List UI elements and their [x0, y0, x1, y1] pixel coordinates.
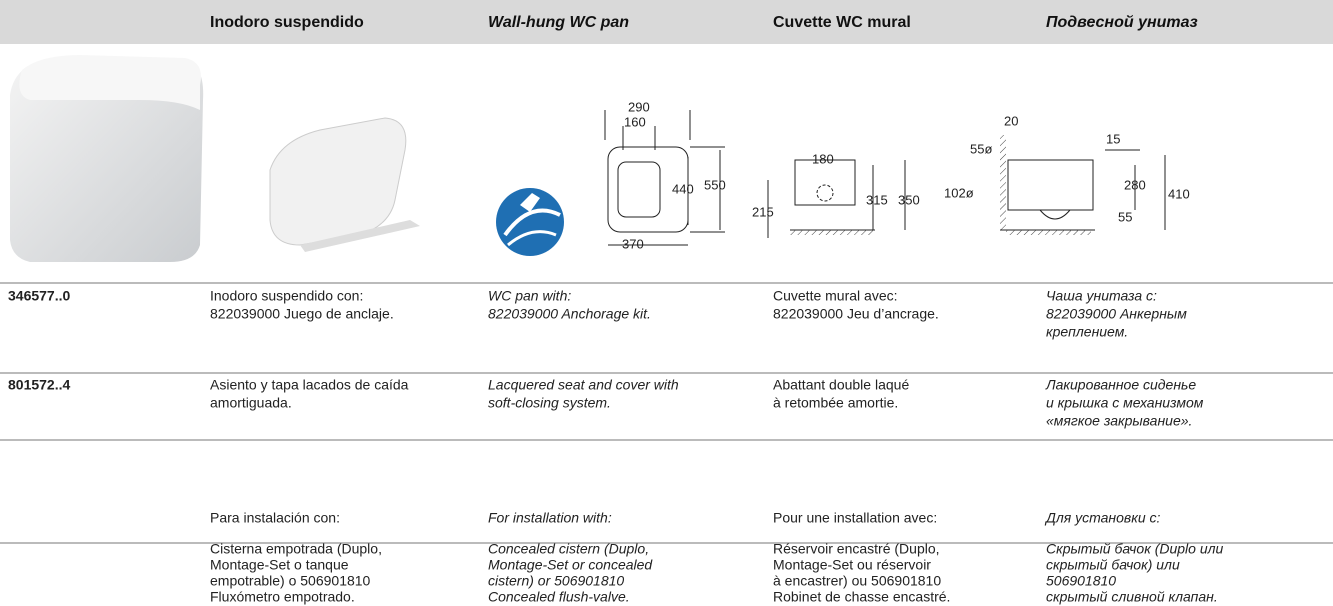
cell-text: Abattant double laqué [773, 377, 909, 393]
product-table: 346577..0 Inodoro suspendido con: 82203900… [0, 282, 1333, 605]
cell-text: Para instalación con: [210, 510, 340, 526]
dimension-label: 280 [1124, 177, 1146, 192]
header: Inodoro suspendido Wall-hung WC pan Cuvett… [210, 14, 1198, 31]
cell-text: скрытый бачок) или [1046, 557, 1180, 573]
cell-text: и крышка с механизмом [1046, 395, 1204, 411]
dimension-label: 315 [866, 192, 888, 207]
side-view-drawing [767, 159, 906, 238]
column-title: Cuvette WC mural [773, 14, 911, 31]
cell-text: Pour une installation avec: [773, 510, 937, 526]
dimension-label: 440 [672, 181, 694, 196]
cell-text: à retombée amortie. [773, 395, 898, 411]
dimension-label: 160 [624, 114, 646, 129]
section-view-drawing [1000, 135, 1166, 235]
cell-text: For installation with: [488, 510, 612, 526]
dimension-label: 55 [1118, 209, 1132, 224]
cell-text: «мягкое закрывание». [1046, 413, 1192, 429]
cell-text: Cuvette mural avec: [773, 288, 898, 304]
cell-text: Скрытый бачок (Duplo или [1046, 541, 1224, 557]
cell-text: креплением. [1046, 324, 1128, 340]
cell-text: 822039000 Jeu d’ancrage. [773, 306, 939, 322]
cell-text: 822039000 Anchorage kit. [488, 306, 651, 322]
cell-text: soft-closing system. [488, 395, 611, 411]
column-title: Подвесной унитаз [1046, 14, 1198, 31]
dimension-label: 180 [812, 151, 834, 166]
dimension-label: 55ø [970, 141, 992, 156]
cell-text: Concealed cistern (Duplo, [488, 541, 649, 557]
product-photo [10, 55, 420, 262]
cell-text: 822039000 Анкерным [1046, 306, 1187, 322]
soft-close-icon [496, 188, 564, 256]
cell-text: 822039000 Juego de anclaje. [210, 306, 394, 322]
cell-text: Лакированное сиденье [1045, 377, 1196, 393]
dimension-label: 550 [704, 177, 726, 192]
cell-text: Чаша унитаза с: [1046, 288, 1157, 304]
cell-text: Montage-Set or concealed [488, 557, 653, 573]
cell-text: Concealed flush-valve. [488, 589, 630, 605]
cell-text: cistern) or 506901810 [488, 573, 624, 589]
cell-text: empotrable) o 506901810 [210, 573, 371, 589]
dimension-label: 15 [1106, 131, 1120, 146]
cell-text: Для установки с: [1044, 510, 1160, 526]
dimension-label: 20 [1004, 113, 1018, 128]
cell-text: amortiguada. [210, 395, 292, 411]
cell-text: Fluxómetro empotrado. [210, 589, 355, 605]
cell-text: Cisterna empotrada (Duplo, [210, 541, 382, 557]
cell-text: 506901810 [1046, 573, 1116, 589]
cell-text: Montage-Set ou réservoir [773, 557, 931, 573]
column-title: Wall-hung WC pan [488, 14, 629, 31]
cell-text: Montage-Set o tanque [210, 557, 349, 573]
cell-text: WC pan with: [488, 288, 571, 304]
product-code: 801572..4 [8, 377, 70, 393]
dimension-label: 215 [752, 204, 774, 219]
cell-text: Asiento y tapa lacados de caída [210, 377, 409, 393]
cell-text: Robinet de chasse encastré. [773, 589, 950, 605]
cell-text: скрытый сливной клапан. [1046, 589, 1218, 605]
dimension-label: 290 [628, 99, 650, 114]
cell-text: à encastrer) ou 506901810 [773, 573, 941, 589]
dimension-label: 350 [898, 192, 920, 207]
column-title: Inodoro suspendido [210, 14, 364, 31]
cell-text: Réservoir encastré (Duplo, [773, 541, 940, 557]
dimension-label: 370 [622, 236, 644, 251]
dimension-label: 410 [1168, 186, 1190, 201]
header-bar [0, 0, 1333, 44]
cell-text: Lacquered seat and cover with [488, 377, 679, 393]
cell-text: Inodoro suspendido con: [210, 288, 363, 304]
dimension-label: 102ø [944, 185, 974, 200]
front-view-drawing [604, 110, 725, 246]
product-code: 346577..0 [8, 288, 70, 304]
